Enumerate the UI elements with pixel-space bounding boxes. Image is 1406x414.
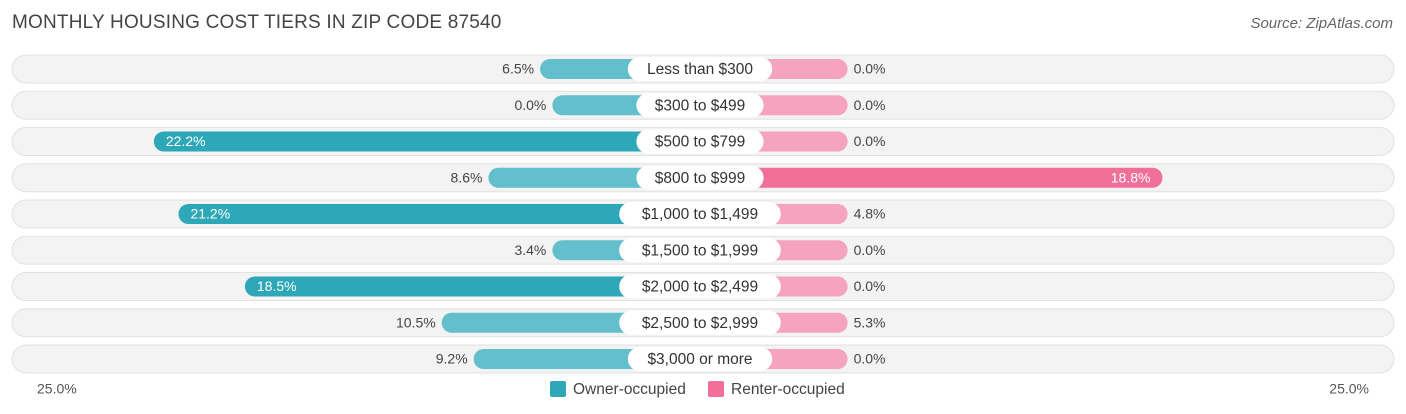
category-label-pill bbox=[627, 347, 773, 371]
owner-value-label: 0.0% bbox=[514, 97, 546, 113]
owner-value-label: 3.4% bbox=[514, 242, 546, 258]
owner-bar bbox=[178, 204, 701, 224]
category-label-pill bbox=[627, 57, 773, 81]
category-label-pill bbox=[619, 238, 781, 263]
owner-bar bbox=[244, 276, 700, 297]
renter-bar bbox=[700, 167, 1163, 188]
renter-value-label: 0.0% bbox=[854, 97, 886, 113]
owner-value-label: 18.5% bbox=[257, 278, 297, 294]
owner-value-label: 21.2% bbox=[190, 206, 230, 222]
category-label-pill bbox=[619, 202, 781, 226]
owner-value-label: 8.6% bbox=[451, 169, 483, 185]
owner-value-label: 10.5% bbox=[396, 314, 436, 330]
category-label: Less than $300 bbox=[647, 61, 753, 78]
category-label: $3,000 or more bbox=[647, 351, 752, 368]
category-label: $500 to $799 bbox=[655, 134, 746, 151]
renter-value-label: 0.0% bbox=[854, 278, 886, 294]
renter-value-label: 5.3% bbox=[854, 314, 886, 330]
category-label: $1,500 to $1,999 bbox=[642, 242, 758, 259]
chart-title: MONTHLY HOUSING COST TIERS IN ZIP CODE 8… bbox=[12, 12, 502, 33]
axis-right-label: 25.0% bbox=[1329, 381, 1369, 397]
legend-label-renter: Renter-occupied bbox=[731, 381, 845, 398]
renter-value-label: 0.0% bbox=[854, 242, 886, 258]
renter-value-label: 0.0% bbox=[854, 351, 886, 367]
category-label-pill bbox=[636, 93, 764, 118]
category-label: $300 to $499 bbox=[655, 97, 746, 114]
category-label: $2,000 to $2,499 bbox=[642, 279, 758, 296]
renter-value-label: 0.0% bbox=[854, 133, 886, 149]
renter-value-label: 4.8% bbox=[854, 206, 886, 222]
legend-swatch-renter bbox=[708, 381, 724, 397]
axis-left-label: 25.0% bbox=[37, 381, 77, 397]
category-label-pill bbox=[619, 274, 781, 299]
renter-value-label: 0.0% bbox=[854, 61, 886, 77]
owner-value-label: 9.2% bbox=[436, 351, 468, 367]
legend-swatch-owner bbox=[550, 381, 566, 397]
legend-label-owner: Owner-occupied bbox=[573, 381, 686, 398]
owner-bar bbox=[153, 131, 700, 152]
category-label-pill bbox=[636, 129, 764, 154]
renter-value-label: 18.8% bbox=[1111, 169, 1151, 185]
category-label: $1,000 to $1,499 bbox=[642, 206, 758, 223]
category-label: $800 to $999 bbox=[655, 170, 746, 187]
category-label-pill bbox=[636, 165, 764, 190]
owner-value-label: 22.2% bbox=[166, 133, 206, 149]
category-label-pill bbox=[619, 310, 781, 335]
source-note: Source: ZipAtlas.com bbox=[1250, 15, 1393, 32]
category-label: $2,500 to $2,999 bbox=[642, 315, 758, 332]
owner-value-label: 6.5% bbox=[502, 61, 534, 77]
